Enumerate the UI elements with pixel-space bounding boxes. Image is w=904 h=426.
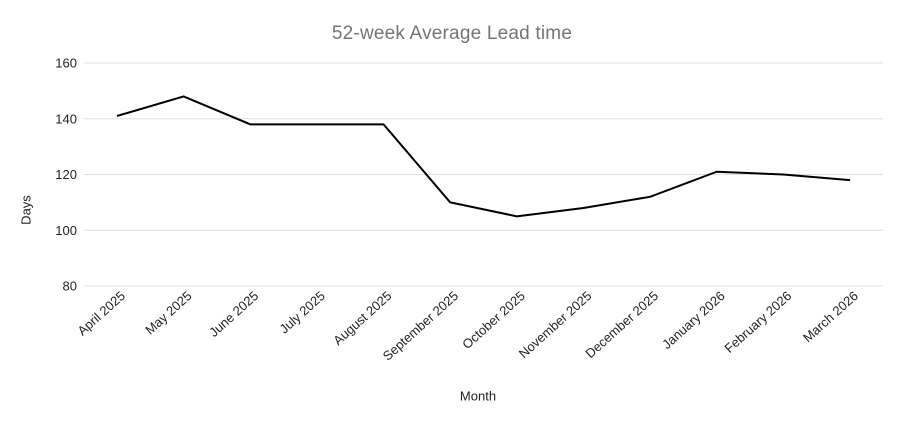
y-tick-label: 100 [55,223,77,238]
x-tick-label: August 2025 [330,288,394,348]
y-tick-label: 80 [63,279,77,294]
x-tick-label: June 2025 [206,288,261,340]
series-line [116,95,851,218]
x-tick-label: April 2025 [74,288,128,338]
y-tick-label: 160 [55,56,77,71]
x-tick-label: July 2025 [277,288,328,336]
y-tick-label: 120 [55,167,77,182]
x-tick-label: January 2026 [659,288,728,352]
x-tick-label: October 2025 [459,288,528,352]
y-tick-label: 140 [55,111,77,126]
x-tick-label: March 2026 [800,288,861,345]
y-axis-title: Days [18,195,34,225]
x-tick-label: May 2025 [142,288,194,337]
x-tick-label: February 2026 [721,288,794,356]
x-axis-title: Month [459,388,497,404]
chart-title: 52-week Average Lead time [331,23,573,44]
